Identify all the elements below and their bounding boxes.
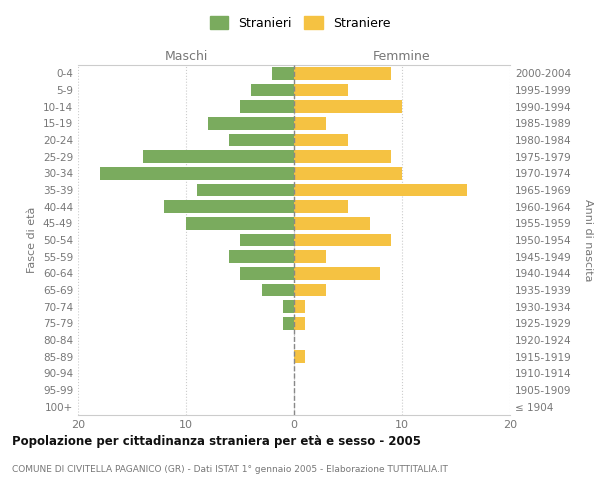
Bar: [294, 117, 326, 130]
Bar: [208, 117, 294, 130]
Y-axis label: Anni di nascita: Anni di nascita: [583, 198, 593, 281]
Bar: [294, 134, 348, 146]
Bar: [240, 267, 294, 280]
Bar: [294, 67, 391, 80]
Bar: [294, 300, 305, 313]
Bar: [294, 284, 326, 296]
Bar: [240, 100, 294, 113]
Bar: [283, 317, 294, 330]
Bar: [283, 300, 294, 313]
Bar: [294, 167, 402, 179]
Bar: [262, 284, 294, 296]
Bar: [251, 84, 294, 96]
Legend: Stranieri, Straniere: Stranieri, Straniere: [205, 11, 395, 35]
Bar: [294, 350, 305, 363]
Bar: [164, 200, 294, 213]
Bar: [294, 317, 305, 330]
Bar: [294, 100, 402, 113]
Text: Popolazione per cittadinanza straniera per età e sesso - 2005: Popolazione per cittadinanza straniera p…: [12, 435, 421, 448]
Bar: [294, 267, 380, 280]
Bar: [240, 234, 294, 246]
Bar: [272, 67, 294, 80]
Bar: [143, 150, 294, 163]
Bar: [100, 167, 294, 179]
Bar: [229, 134, 294, 146]
Bar: [197, 184, 294, 196]
Bar: [294, 234, 391, 246]
Bar: [294, 84, 348, 96]
Bar: [294, 200, 348, 213]
Bar: [294, 250, 326, 263]
Bar: [229, 250, 294, 263]
Y-axis label: Fasce di età: Fasce di età: [28, 207, 37, 273]
Text: COMUNE DI CIVITELLA PAGANICO (GR) - Dati ISTAT 1° gennaio 2005 - Elaborazione TU: COMUNE DI CIVITELLA PAGANICO (GR) - Dati…: [12, 465, 448, 474]
Text: Maschi: Maschi: [164, 50, 208, 62]
Text: Femmine: Femmine: [373, 50, 431, 62]
Bar: [294, 217, 370, 230]
Bar: [186, 217, 294, 230]
Bar: [294, 150, 391, 163]
Bar: [294, 184, 467, 196]
